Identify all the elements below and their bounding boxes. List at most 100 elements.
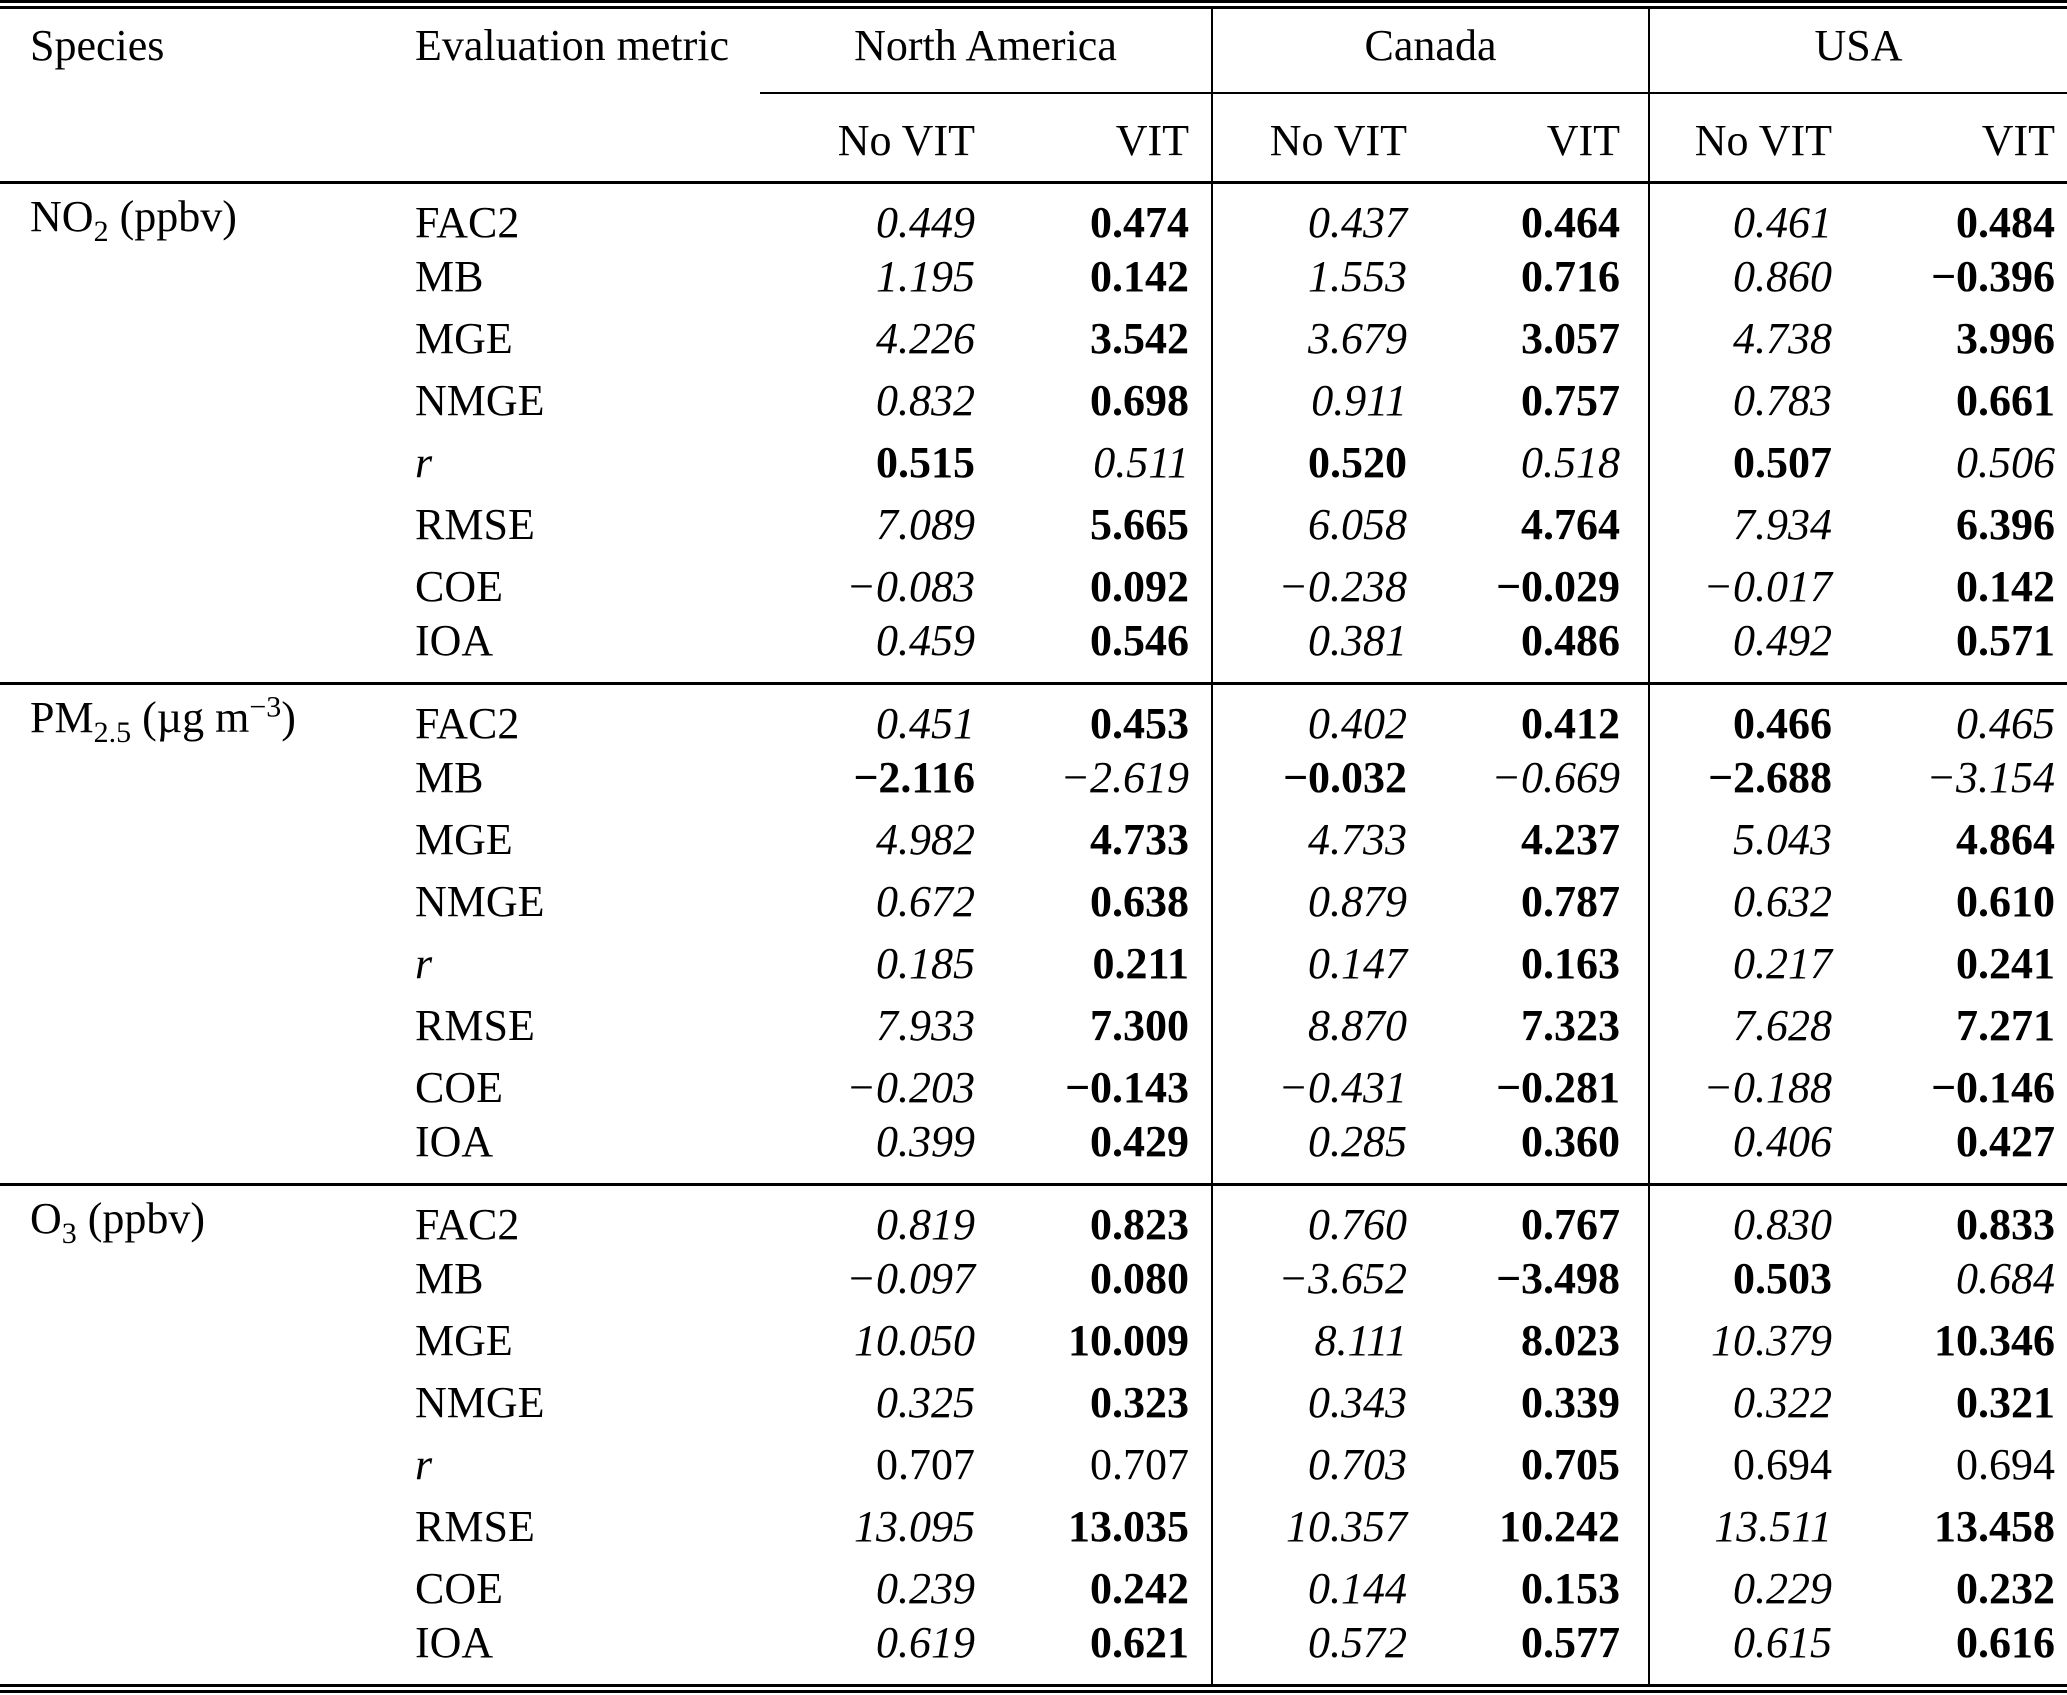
value-cell: 0.621 xyxy=(1090,1618,1190,1667)
table-row: NO2 (ppbv) FAC2 0.449 0.474 0.437 0.464 0.461 0… xyxy=(0,182,2067,247)
table-row: COE −0.083 0.092 −0.238 −0.029 −0.017 0.142 xyxy=(0,556,2067,618)
value-cell: 7.628 xyxy=(1648,995,1833,1057)
value-cell: −0.143 xyxy=(1064,1063,1190,1112)
value-cell: 0.461 xyxy=(1648,182,1833,246)
value-cell: −0.017 xyxy=(1648,556,1833,618)
value-cell: −3.154 xyxy=(1926,753,2056,802)
value-cell: 0.484 xyxy=(1956,198,2056,247)
value-cell: 0.911 xyxy=(1211,370,1408,432)
value-cell: 4.237 xyxy=(1521,815,1621,864)
table-row: O3 (ppbv) FAC2 0.819 0.823 0.760 0.767 0.830 0.… xyxy=(0,1183,2067,1689)
value-cell: −0.281 xyxy=(1495,1063,1621,1112)
value-cell: 0.163 xyxy=(1521,939,1621,988)
value-cell: 0.412 xyxy=(1407,682,1650,747)
value-cell: 10.050 xyxy=(854,1316,975,1365)
value-cell: 0.239 xyxy=(876,1564,975,1613)
value-cell: −0.669 xyxy=(1491,753,1621,802)
value-cell: 0.503 xyxy=(1648,1248,1833,1310)
value-cell: 6.396 xyxy=(1956,500,2056,549)
value-cell: 0.142 xyxy=(1090,252,1190,301)
value-cell: 0.241 xyxy=(1956,939,2056,988)
value-cell: 0.144 xyxy=(1211,1558,1408,1620)
value-cell: 0.546 xyxy=(1090,616,1190,665)
value-cell: 10.009 xyxy=(1068,1316,1190,1365)
value-cell: −0.083 xyxy=(846,562,975,611)
value-cell: 1.553 xyxy=(1211,246,1408,308)
metric-cell: IOA xyxy=(415,1618,494,1667)
header-usa-no-vit: No VIT xyxy=(1648,92,1833,184)
value-cell: 0.142 xyxy=(1956,562,2056,611)
value-cell: 0.242 xyxy=(1090,1564,1190,1613)
value-cell: 10.357 xyxy=(1211,1496,1408,1558)
species-cell: O3 (ppbv) xyxy=(0,1183,390,1689)
value-cell: 0.638 xyxy=(1090,877,1190,926)
value-cell: −2.116 xyxy=(853,753,975,802)
value-cell: 13.511 xyxy=(1648,1496,1833,1558)
table-row: IOA 0.619 0.621 0.572 0.577 0.615 0.616 xyxy=(0,1620,2067,1689)
metric-cell: COE xyxy=(415,1564,503,1613)
value-cell: 8.023 xyxy=(1521,1316,1621,1365)
value-cell: 0.322 xyxy=(1648,1372,1833,1434)
value-cell: 0.760 xyxy=(1211,1183,1408,1248)
value-cell: −0.097 xyxy=(846,1254,975,1303)
table-row: COE 0.239 0.242 0.144 0.153 0.229 0.232 xyxy=(0,1558,2067,1620)
value-cell: 0.703 xyxy=(1211,1434,1408,1496)
table-row: RMSE 7.089 5.665 6.058 4.764 7.934 6.396 xyxy=(0,494,2067,556)
value-cell: 0.399 xyxy=(876,1117,975,1166)
metric-cell: IOA xyxy=(415,1117,494,1166)
value-cell: 0.707 xyxy=(1090,1440,1190,1489)
value-cell: 0.571 xyxy=(1956,616,2056,665)
value-cell: 0.506 xyxy=(1956,438,2056,487)
value-cell: 0.229 xyxy=(1648,1558,1833,1620)
table-row: PM2.5 (µg m−3) FAC2 0.451 0.453 0.402 0.412 0.… xyxy=(0,682,2067,1185)
value-cell: 4.764 xyxy=(1521,500,1621,549)
value-cell: 0.402 xyxy=(1211,682,1408,747)
table-row: MGE 4.226 3.542 3.679 3.057 4.738 3.996 xyxy=(0,308,2067,370)
value-cell: −2.619 xyxy=(1060,753,1190,802)
value-cell: 7.089 xyxy=(876,500,975,549)
value-cell: 8.870 xyxy=(1211,995,1408,1057)
value-cell: 4.226 xyxy=(876,314,975,363)
table-row: MB −2.116 −2.619 −0.032 −0.669 −2.688 −3.154 xyxy=(0,747,2067,809)
table-row: RMSE 7.933 7.300 8.870 7.323 7.628 7.271 xyxy=(0,995,2067,1057)
value-cell: −0.396 xyxy=(1930,252,2056,301)
value-cell: −3.652 xyxy=(1211,1248,1408,1310)
species-cell: NO2 (ppbv) xyxy=(30,192,237,248)
header-species: Species xyxy=(0,4,390,184)
value-cell: −0.203 xyxy=(846,1063,975,1112)
value-cell: 0.474 xyxy=(1090,198,1190,247)
table-row: MB 1.195 0.142 1.553 0.716 0.860 −0.396 xyxy=(0,246,2067,308)
value-cell: −0.146 xyxy=(1930,1063,2056,1112)
value-cell: 0.406 xyxy=(1648,1119,1833,1185)
value-cell: 0.325 xyxy=(876,1378,975,1427)
table-row: r 0.515 0.511 0.520 0.518 0.507 0.506 xyxy=(0,432,2067,494)
value-cell: 0.464 xyxy=(1521,198,1621,247)
metric-cell: r xyxy=(415,939,433,988)
value-cell: 0.832 xyxy=(876,376,975,425)
value-cell: 0.339 xyxy=(1521,1378,1621,1427)
value-cell: 3.057 xyxy=(1521,314,1621,363)
table-row: COE −0.203 −0.143 −0.431 −0.281 −0.188 −0.146 xyxy=(0,1057,2067,1119)
value-cell: 4.733 xyxy=(1211,809,1408,871)
value-cell: 1.195 xyxy=(876,252,975,301)
value-cell: 0.716 xyxy=(1521,252,1621,301)
table-row: RMSE 13.095 13.035 10.357 10.242 13.511 13.458 xyxy=(0,1496,2067,1558)
value-cell: 0.520 xyxy=(1211,432,1408,494)
value-cell: 0.466 xyxy=(1648,682,1833,747)
value-cell: 0.610 xyxy=(1956,877,2056,926)
value-cell: 0.343 xyxy=(1211,1372,1408,1434)
value-cell: 6.058 xyxy=(1211,494,1408,556)
metric-cell: RMSE xyxy=(415,500,535,549)
value-cell: 7.933 xyxy=(876,1001,975,1050)
header-canada-vit: VIT xyxy=(1407,92,1650,184)
value-cell: 7.323 xyxy=(1521,1001,1621,1050)
value-cell: 0.833 xyxy=(1832,1183,2067,1248)
table-row: IOA 0.399 0.429 0.285 0.360 0.406 0.427 xyxy=(0,1119,2067,1185)
value-cell: 0.153 xyxy=(1521,1564,1621,1613)
metric-cell: MGE xyxy=(415,1316,513,1365)
value-cell: −0.029 xyxy=(1495,562,1621,611)
value-cell: 0.619 xyxy=(876,1618,975,1667)
value-cell: 13.095 xyxy=(854,1502,975,1551)
value-cell: 0.694 xyxy=(1956,1440,2056,1489)
